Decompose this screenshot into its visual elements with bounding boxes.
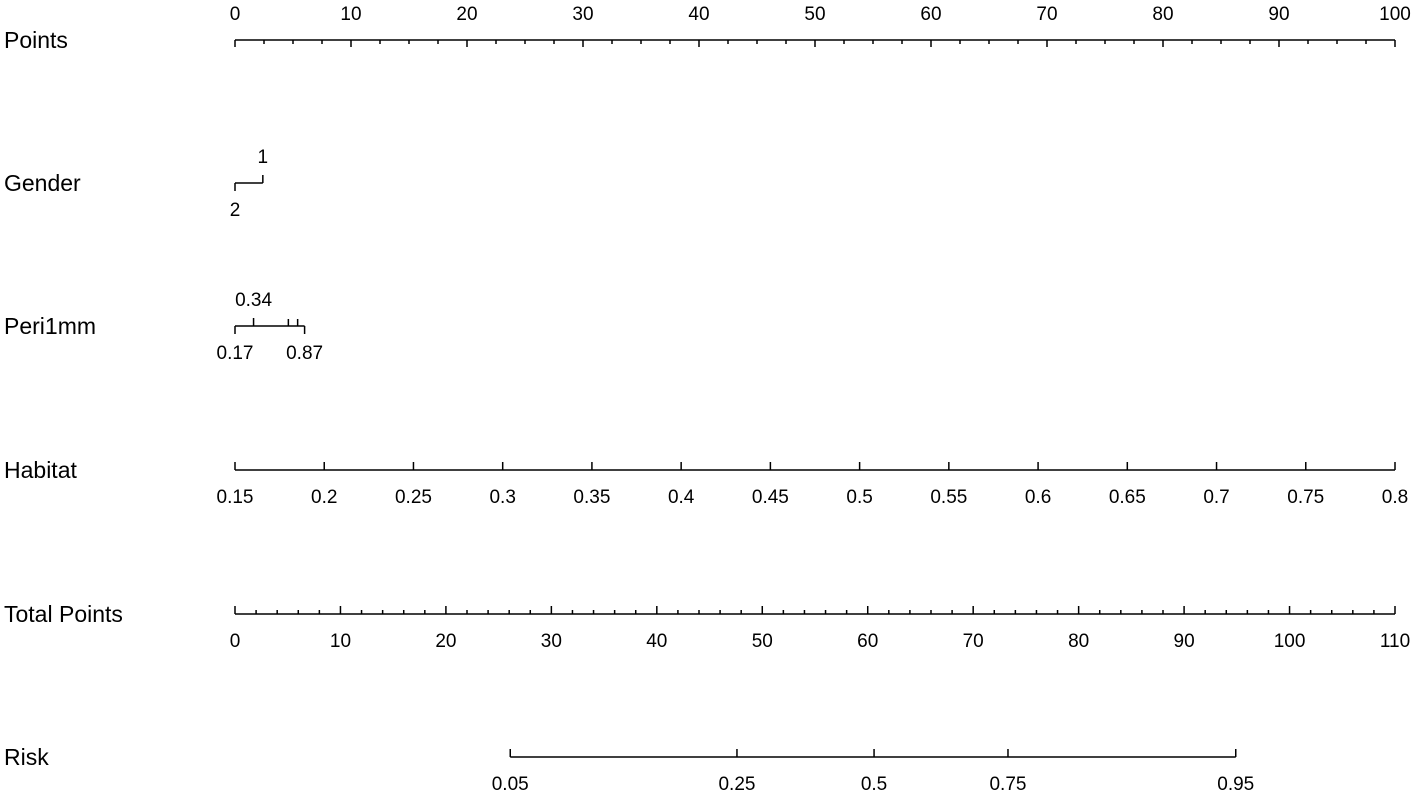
tick-label: 60 xyxy=(857,631,878,652)
tick-label: 90 xyxy=(1174,631,1195,652)
tick-label: 0.8 xyxy=(1382,487,1408,508)
tick-label: 20 xyxy=(456,4,477,25)
tick-label: 30 xyxy=(541,631,562,652)
tick-label: 0.15 xyxy=(217,487,254,508)
tick-label: 1 xyxy=(258,147,269,168)
tick-label: 0.87 xyxy=(286,343,323,364)
tick-label: 0.25 xyxy=(718,774,755,795)
tick-label: 0.35 xyxy=(573,487,610,508)
tick-label: 0.17 xyxy=(217,343,254,364)
tick-label: 40 xyxy=(688,4,709,25)
tick-label: 80 xyxy=(1152,4,1173,25)
row-name: Habitat xyxy=(4,457,77,483)
tick-label: 10 xyxy=(330,631,351,652)
tick-label: 0.3 xyxy=(489,487,515,508)
row-name: Total Points xyxy=(4,601,123,627)
tick-label: 0.5 xyxy=(861,774,887,795)
row-name: Gender xyxy=(4,170,81,196)
tick-label: 40 xyxy=(646,631,667,652)
tick-label: 0.75 xyxy=(989,774,1026,795)
tick-label: 20 xyxy=(435,631,456,652)
tick-label: 0.75 xyxy=(1287,487,1324,508)
tick-label: 110 xyxy=(1380,631,1410,652)
tick-label: 2 xyxy=(230,200,241,221)
tick-label: 70 xyxy=(1036,4,1057,25)
tick-label: 50 xyxy=(804,4,825,25)
tick-label: 0 xyxy=(230,4,241,25)
row-name: Risk xyxy=(4,744,49,770)
tick-label: 90 xyxy=(1268,4,1289,25)
tick-label: 100 xyxy=(1274,631,1306,652)
tick-label: 70 xyxy=(963,631,984,652)
row-name: Peri1mm xyxy=(4,313,96,339)
tick-label: 0.7 xyxy=(1203,487,1229,508)
tick-label: 0 xyxy=(230,631,241,652)
tick-label: 30 xyxy=(572,4,593,25)
tick-label: 10 xyxy=(340,4,361,25)
tick-label: 0.65 xyxy=(1109,487,1146,508)
tick-label: 0.95 xyxy=(1217,774,1254,795)
tick-label: 0.5 xyxy=(846,487,872,508)
tick-label: 60 xyxy=(920,4,941,25)
tick-label: 0.6 xyxy=(1025,487,1051,508)
row-name: Points xyxy=(4,27,68,53)
tick-label: 0.05 xyxy=(492,774,529,795)
tick-label: 0.4 xyxy=(668,487,695,508)
tick-label: 0.25 xyxy=(395,487,432,508)
tick-label: 0.45 xyxy=(752,487,789,508)
tick-label: 0.55 xyxy=(930,487,967,508)
tick-label: 80 xyxy=(1068,631,1089,652)
tick-label: 0.2 xyxy=(311,487,337,508)
tick-label: 0.34 xyxy=(235,290,272,311)
tick-label: 50 xyxy=(752,631,773,652)
tick-label: 100 xyxy=(1379,4,1411,25)
